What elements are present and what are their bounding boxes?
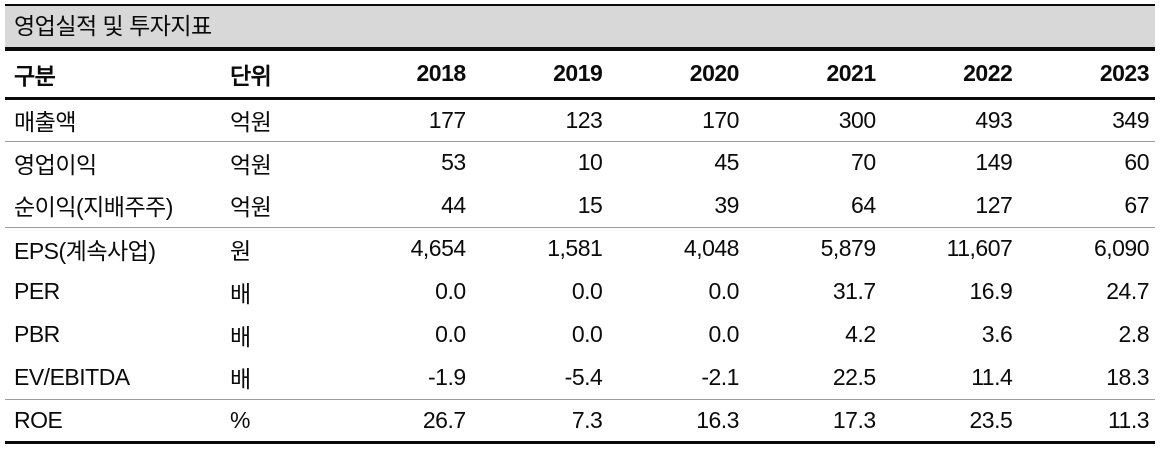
table-row-ev-ebitda: EV/EBITDA 배 -1.9 -5.4 -2.1 22.5 11.4 18.… <box>5 356 1155 400</box>
row-label: 순이익(지배주주) <box>5 184 230 228</box>
value-cell: 11.4 <box>881 356 1019 400</box>
value-cell: 23.5 <box>881 399 1019 444</box>
financial-table: 구분 단위 2018 2019 2020 2021 2022 2023 매출액 … <box>5 51 1155 444</box>
value-cell: 493 <box>881 98 1019 142</box>
value-cell: 39 <box>608 184 745 228</box>
table-title-bar: 영업실적 및 투자지표 <box>5 4 1155 51</box>
value-cell: 16.3 <box>608 399 745 444</box>
row-label: 영업이익 <box>14 151 97 178</box>
value-cell: 349 <box>1018 98 1155 142</box>
value-cell: 5,879 <box>820 235 877 262</box>
value-cell: 4.2 <box>845 321 876 347</box>
table-row-operating-profit: 영업이익 억원 53 10 45 70 149 60 <box>5 141 1155 184</box>
table-row-pbr: PBR 배 0.0 0.0 0.0 4.2 3.6 2.8 <box>5 313 1155 356</box>
value-cell: 64 <box>744 184 882 228</box>
col-header-year-2018: 2018 <box>335 51 472 100</box>
value-cell: 31.7 <box>832 278 876 304</box>
value-cell: 15 <box>471 184 609 228</box>
row-label: ROE <box>5 399 230 444</box>
value-cell: 22.5 <box>744 356 882 400</box>
value-cell: 11.3 <box>1018 399 1155 444</box>
row-unit: 억원 <box>230 98 335 142</box>
value-cell: 53 <box>441 149 466 176</box>
value-cell: 7.3 <box>471 399 609 444</box>
value-cell: 18.3 <box>1018 356 1155 400</box>
table-row-roe: ROE % 26.7 7.3 16.3 17.3 23.5 11.3 <box>5 399 1155 444</box>
value-cell: 149 <box>975 149 1013 176</box>
value-cell: 127 <box>881 184 1019 228</box>
value-cell: 45 <box>714 149 739 176</box>
value-cell: -5.4 <box>471 356 609 400</box>
row-unit: 배 <box>230 323 251 350</box>
col-header-year-2020: 2020 <box>608 51 745 100</box>
row-unit: % <box>230 399 335 444</box>
table-row-per: PER 배 0.0 0.0 0.0 31.7 16.9 24.7 <box>5 270 1155 313</box>
header-row: 구분 단위 2018 2019 2020 2021 2022 2023 <box>5 51 1155 100</box>
value-cell: 17.3 <box>744 399 882 444</box>
row-label: 매출액 <box>5 98 230 142</box>
value-cell: 3.6 <box>981 321 1013 347</box>
value-cell: 170 <box>608 98 745 142</box>
value-cell: 4,048 <box>683 235 740 262</box>
value-cell: 300 <box>744 98 882 142</box>
col-header-category: 구분 <box>5 51 230 100</box>
financial-summary-panel: 영업실적 및 투자지표 구분 단위 2018 2019 2020 2021 20… <box>5 4 1155 444</box>
value-cell: 60 <box>1124 149 1149 176</box>
col-header-year-2022: 2022 <box>881 51 1019 100</box>
value-cell: 0.0 <box>435 321 466 347</box>
value-cell: 67 <box>1018 184 1155 228</box>
col-header-unit: 단위 <box>230 51 335 100</box>
row-unit: 원 <box>230 237 251 264</box>
value-cell: 123 <box>471 98 609 142</box>
table-row-revenue: 매출액 억원 177 123 170 300 493 349 <box>5 98 1155 142</box>
value-cell: -2.1 <box>608 356 745 400</box>
value-cell: 0.0 <box>571 321 603 347</box>
value-cell: 16.9 <box>969 278 1013 304</box>
table-row-net-profit: 순이익(지배주주) 억원 44 15 39 64 127 67 <box>5 184 1155 228</box>
value-cell: 1,581 <box>547 235 603 262</box>
col-header-year-2019: 2019 <box>471 51 609 100</box>
value-cell: 70 <box>851 149 876 176</box>
value-cell: 26.7 <box>335 399 472 444</box>
col-header-year-2021: 2021 <box>744 51 882 100</box>
value-cell: 2.8 <box>1118 321 1150 347</box>
table-title: 영업실적 및 투자지표 <box>14 13 212 39</box>
row-unit: 배 <box>230 280 251 307</box>
value-cell: 4,654 <box>410 235 467 262</box>
value-cell: 44 <box>335 184 472 228</box>
value-cell: 0.0 <box>708 321 739 347</box>
row-label: PER <box>14 278 60 304</box>
value-cell: 0.0 <box>571 278 603 304</box>
value-cell: 10 <box>577 149 603 176</box>
row-label: PBR <box>14 321 60 347</box>
row-unit: 배 <box>230 356 335 400</box>
value-cell: 11,607 <box>946 235 1013 262</box>
row-unit: 억원 <box>230 151 272 178</box>
value-cell: 0.0 <box>435 278 466 304</box>
row-unit: 억원 <box>230 184 335 228</box>
value-cell: 6,090 <box>1093 235 1150 262</box>
table-row-eps: EPS(계속사업) 원 4,654 1,581 4,048 5,879 11,6… <box>5 227 1155 270</box>
value-cell: 0.0 <box>708 278 739 304</box>
col-header-year-2023: 2023 <box>1018 51 1155 100</box>
value-cell: 24.7 <box>1106 278 1149 304</box>
value-cell: 177 <box>335 98 472 142</box>
row-label: EPS(계속사업) <box>14 237 156 264</box>
value-cell: -1.9 <box>335 356 472 400</box>
row-label: EV/EBITDA <box>5 356 230 400</box>
